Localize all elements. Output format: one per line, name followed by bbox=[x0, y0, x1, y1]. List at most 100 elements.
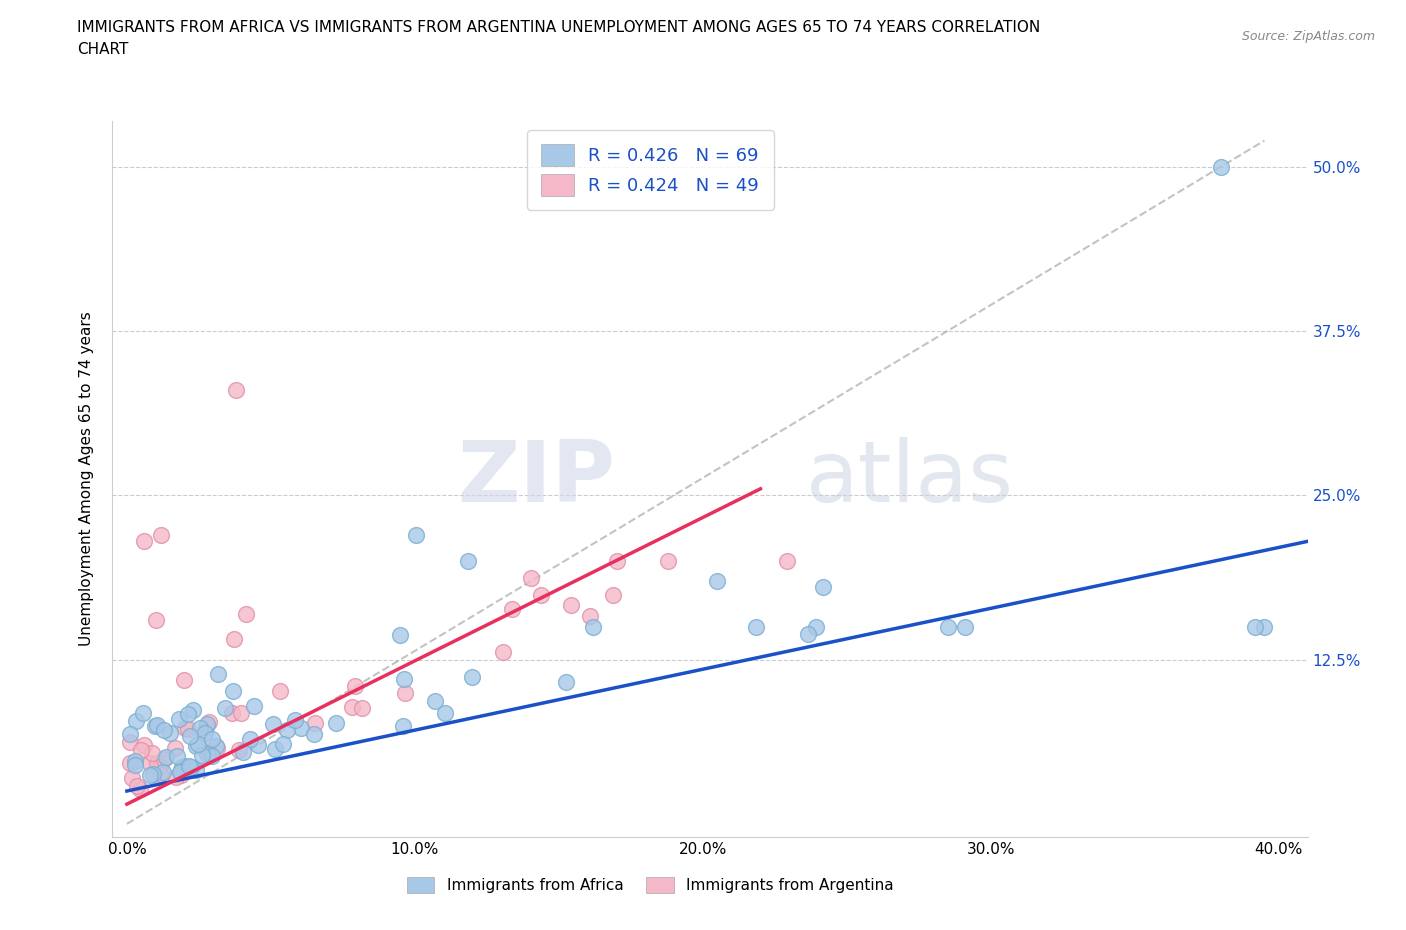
Point bbox=[425, 694, 447, 709]
Point bbox=[520, 570, 543, 585]
Point bbox=[141, 745, 163, 760]
Point bbox=[125, 778, 148, 793]
Point bbox=[582, 619, 605, 634]
Point bbox=[142, 766, 165, 781]
Point bbox=[188, 721, 211, 736]
Point bbox=[166, 749, 188, 764]
Point bbox=[555, 674, 578, 689]
Point bbox=[264, 742, 287, 757]
Point bbox=[177, 722, 200, 737]
Point bbox=[124, 753, 146, 768]
Point bbox=[195, 747, 218, 762]
Text: ZIP: ZIP bbox=[457, 437, 614, 521]
Text: CHART: CHART bbox=[77, 42, 129, 57]
Point bbox=[579, 609, 602, 624]
Point bbox=[186, 738, 208, 753]
Point bbox=[170, 768, 193, 783]
Point bbox=[179, 729, 201, 744]
Point bbox=[225, 383, 247, 398]
Point bbox=[155, 750, 177, 764]
Point bbox=[194, 725, 217, 740]
Point bbox=[124, 758, 146, 773]
Point bbox=[1244, 619, 1267, 634]
Point bbox=[195, 716, 218, 731]
Point bbox=[276, 723, 298, 737]
Point bbox=[530, 588, 553, 603]
Point bbox=[813, 580, 835, 595]
Point bbox=[201, 731, 224, 746]
Point bbox=[169, 764, 191, 779]
Point bbox=[125, 713, 148, 728]
Point bbox=[229, 705, 252, 720]
Point bbox=[214, 700, 236, 715]
Point bbox=[602, 587, 624, 602]
Point bbox=[134, 534, 156, 549]
Point bbox=[173, 672, 195, 687]
Text: Source: ZipAtlas.com: Source: ZipAtlas.com bbox=[1241, 30, 1375, 43]
Point bbox=[239, 731, 262, 746]
Point bbox=[198, 715, 221, 730]
Point bbox=[405, 527, 427, 542]
Point bbox=[139, 768, 162, 783]
Point bbox=[434, 706, 457, 721]
Point bbox=[139, 755, 162, 770]
Point bbox=[149, 760, 172, 775]
Point bbox=[152, 764, 174, 779]
Point bbox=[304, 716, 326, 731]
Point bbox=[232, 745, 254, 760]
Point bbox=[457, 553, 479, 568]
Point bbox=[177, 707, 200, 722]
Point bbox=[169, 711, 191, 726]
Point bbox=[461, 670, 484, 684]
Text: IMMIGRANTS FROM AFRICA VS IMMIGRANTS FROM ARGENTINA UNEMPLOYMENT AMONG AGES 65 T: IMMIGRANTS FROM AFRICA VS IMMIGRANTS FRO… bbox=[77, 20, 1040, 35]
Point bbox=[235, 606, 257, 621]
Point bbox=[290, 720, 312, 735]
Point bbox=[797, 627, 820, 642]
Point bbox=[745, 619, 768, 634]
Point bbox=[271, 737, 294, 751]
Point bbox=[186, 763, 208, 777]
Point bbox=[146, 718, 169, 733]
Point bbox=[1211, 159, 1233, 174]
Point bbox=[129, 781, 152, 796]
Point bbox=[394, 685, 416, 700]
Point bbox=[132, 737, 155, 752]
Point bbox=[172, 760, 194, 775]
Point bbox=[159, 725, 181, 740]
Point bbox=[269, 684, 291, 698]
Point bbox=[180, 759, 202, 774]
Point bbox=[284, 712, 307, 727]
Point bbox=[1253, 619, 1275, 634]
Point bbox=[560, 597, 582, 612]
Point bbox=[344, 678, 367, 693]
Point bbox=[152, 751, 174, 766]
Point bbox=[146, 756, 169, 771]
Point bbox=[183, 703, 205, 718]
Point bbox=[392, 719, 415, 734]
Y-axis label: Unemployment Among Ages 65 to 74 years: Unemployment Among Ages 65 to 74 years bbox=[79, 312, 94, 646]
Legend: Immigrants from Africa, Immigrants from Argentina: Immigrants from Africa, Immigrants from … bbox=[399, 870, 901, 901]
Point bbox=[177, 758, 200, 773]
Point bbox=[262, 716, 284, 731]
Point bbox=[169, 764, 191, 778]
Point bbox=[118, 735, 141, 750]
Point bbox=[492, 644, 515, 659]
Point bbox=[221, 684, 243, 698]
Point bbox=[392, 671, 415, 686]
Point bbox=[207, 666, 229, 681]
Point bbox=[153, 723, 176, 737]
Point bbox=[804, 619, 827, 634]
Point bbox=[340, 699, 363, 714]
Point bbox=[201, 749, 224, 764]
Point bbox=[775, 553, 797, 568]
Point bbox=[163, 741, 186, 756]
Point bbox=[118, 755, 141, 770]
Point bbox=[706, 573, 728, 588]
Point bbox=[243, 698, 266, 713]
Point bbox=[606, 553, 628, 568]
Point bbox=[165, 769, 187, 784]
Point bbox=[129, 742, 152, 757]
Text: atlas: atlas bbox=[806, 437, 1014, 521]
Point bbox=[195, 720, 218, 735]
Point bbox=[205, 738, 228, 753]
